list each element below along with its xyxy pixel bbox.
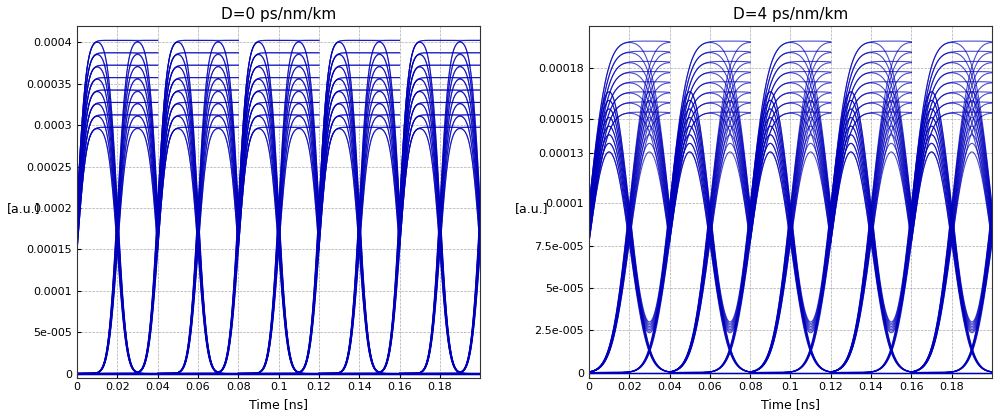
X-axis label: Time [ns]: Time [ns] <box>249 398 308 411</box>
Title: D=0 ps/nm/km: D=0 ps/nm/km <box>221 7 337 22</box>
Title: D=4 ps/nm/km: D=4 ps/nm/km <box>733 7 848 22</box>
Y-axis label: [a.u.]: [a.u.] <box>514 202 548 215</box>
X-axis label: Time [ns]: Time [ns] <box>761 398 820 411</box>
Y-axis label: [a.u.]: [a.u.] <box>7 202 40 215</box>
